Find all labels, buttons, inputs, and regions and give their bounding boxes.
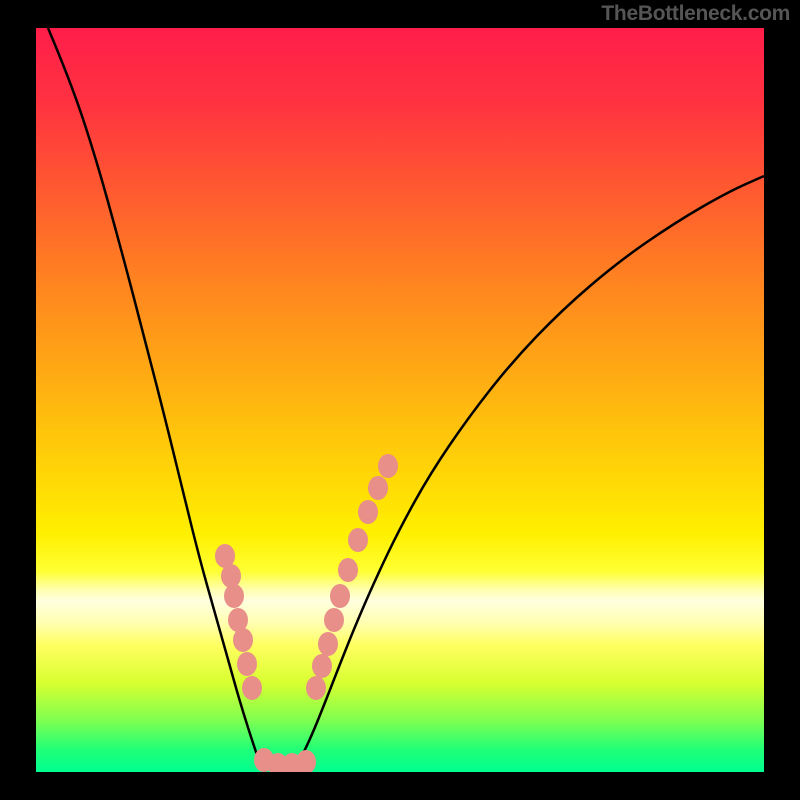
scatter-dot <box>368 476 388 500</box>
left-curve <box>48 28 266 772</box>
scatter-dot <box>318 632 338 656</box>
scatter-dot <box>378 454 398 478</box>
scatter-dot <box>330 584 350 608</box>
scatter-dot <box>348 528 368 552</box>
scatter-dot <box>224 584 244 608</box>
scatter-dot <box>324 608 344 632</box>
scatter-dot <box>221 564 241 588</box>
right-curve <box>290 176 764 772</box>
dots-group <box>215 454 398 772</box>
scatter-dot <box>358 500 378 524</box>
scatter-dot <box>306 676 326 700</box>
scatter-dot <box>312 654 332 678</box>
scatter-dot <box>237 652 257 676</box>
scatter-dot <box>338 558 358 582</box>
scatter-dot <box>233 628 253 652</box>
scatter-dot <box>296 750 316 772</box>
plot-area <box>36 28 764 772</box>
chart-svg <box>36 28 764 772</box>
scatter-dot <box>242 676 262 700</box>
watermark-text: TheBottleneck.com <box>601 2 790 26</box>
